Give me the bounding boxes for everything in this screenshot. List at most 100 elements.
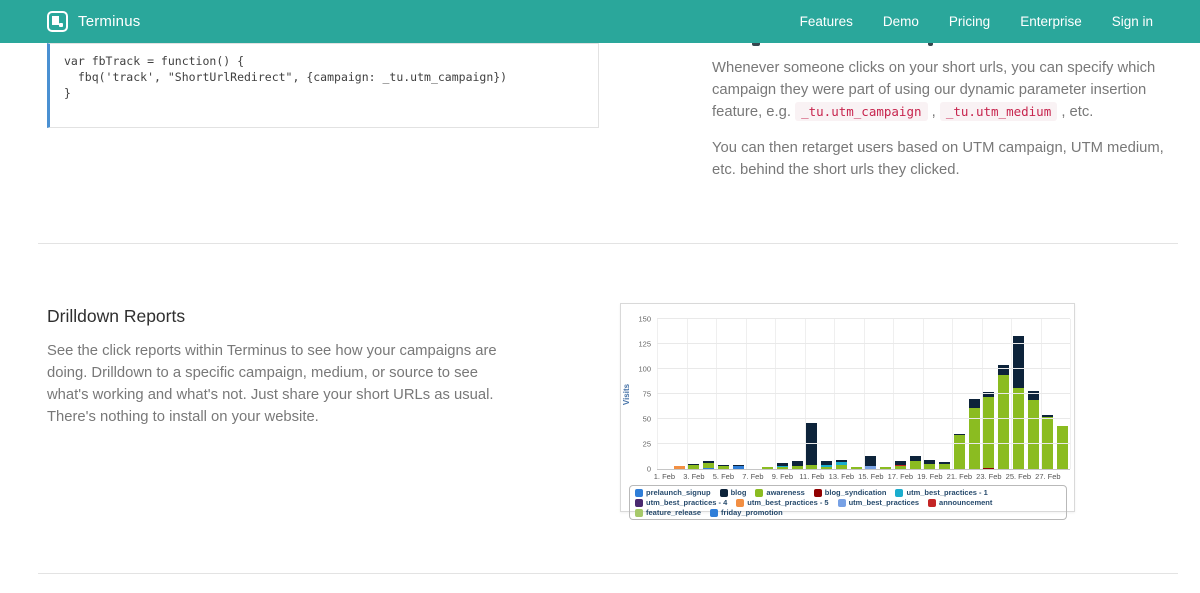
- gridline: [804, 319, 806, 469]
- retargeting-paragraph-1: Whenever someone clicks on your short ur…: [712, 57, 1174, 123]
- legend-label: utm_best_practices: [848, 498, 920, 507]
- stacked-bar: [880, 467, 892, 469]
- bar-slot: [878, 319, 893, 469]
- bar-slot: [805, 319, 820, 469]
- nav-link-features[interactable]: Features: [799, 14, 853, 29]
- stacked-bar: [673, 466, 685, 469]
- stacked-bar: [894, 461, 906, 469]
- nav-link-pricing[interactable]: Pricing: [948, 14, 991, 29]
- gridline: [834, 319, 835, 469]
- y-tick-label: 150: [638, 314, 651, 324]
- bar-segment-awareness: [939, 464, 951, 469]
- stacked-bar: [762, 467, 774, 469]
- legend-item: utm_best_practices - 1: [895, 488, 988, 497]
- bar-slot: [996, 319, 1011, 469]
- legend-label: prelaunch_signup: [646, 488, 711, 497]
- bar-segment-blog: [894, 461, 906, 465]
- legend-item: blog_syndication: [813, 488, 886, 497]
- gridline: [657, 418, 1070, 419]
- drilldown-reports-body: See the click reports within Terminus to…: [47, 343, 497, 425]
- gridline: [657, 319, 658, 469]
- main-nav: Features Demo Pricing Enterprise Sign in: [800, 14, 1153, 29]
- stacked-bar: [909, 456, 921, 469]
- gridline: [1011, 319, 1012, 469]
- legend-item: blog: [719, 488, 746, 497]
- legend-item: prelaunch_signup: [635, 488, 711, 497]
- nav-link-signin[interactable]: Sign in: [1111, 14, 1153, 29]
- gridline: [745, 319, 747, 469]
- stacked-bar: [865, 456, 877, 469]
- x-tick-label: 7. Feb: [742, 472, 764, 481]
- bar-slot: [1011, 319, 1026, 469]
- legend-label: utm_best_practices - 1: [906, 488, 988, 497]
- chart-bars: [657, 319, 1070, 469]
- bar-segment-blog: [968, 399, 980, 408]
- legend-label: feature_release: [646, 508, 702, 517]
- bar-slot: [908, 319, 923, 469]
- stacked-bar: [1012, 336, 1024, 469]
- legend-swatch: [755, 488, 764, 497]
- bar-segment-awareness: [850, 467, 862, 469]
- legend-label: utm_best_practices - 5: [747, 498, 829, 507]
- bar-slot: [701, 319, 716, 469]
- bar-slot: [967, 319, 982, 469]
- gridline: [686, 319, 688, 469]
- gridline: [1040, 319, 1042, 469]
- bar-segment-awareness: [924, 464, 936, 469]
- bar-slot: [775, 319, 790, 469]
- stacked-bar: [968, 399, 980, 469]
- gridline: [952, 319, 953, 469]
- legend-swatch: [635, 498, 643, 507]
- bar-segment-blog: [776, 463, 788, 466]
- legend-swatch: [895, 488, 904, 497]
- x-tick-label: 25. Feb: [1005, 472, 1032, 481]
- y-tick-label: 0: [646, 464, 651, 474]
- bar-segment-blog: [1042, 415, 1054, 417]
- section-divider: [38, 243, 1178, 244]
- bar-segment-blog: [939, 462, 951, 464]
- gridline: [863, 319, 865, 469]
- bar-slot: [982, 319, 997, 469]
- stacked-bar: [983, 392, 995, 469]
- bar-slot: [923, 319, 938, 469]
- stacked-bar: [998, 365, 1010, 469]
- stacked-bar: [835, 460, 847, 469]
- x-tick-label: 1. Feb: [653, 472, 676, 481]
- bar-slot: [716, 319, 731, 469]
- top-navbar: Terminus Features Demo Pricing Enterpris…: [0, 0, 1200, 43]
- x-tick-label: 19. Feb: [917, 472, 943, 481]
- nav-link-enterprise[interactable]: Enterprise: [1020, 14, 1082, 29]
- brand-logo-link[interactable]: Terminus: [47, 11, 140, 32]
- bar-segment-blog: [835, 460, 847, 462]
- bar-slot: [1041, 319, 1056, 469]
- nav-link-demo[interactable]: Demo: [882, 14, 919, 29]
- x-tick-label: 5. Feb: [712, 472, 735, 481]
- bar-slot: [1055, 319, 1070, 469]
- bar-slot: [819, 319, 834, 469]
- stacked-bar: [1042, 415, 1054, 469]
- legend-swatch: [837, 498, 846, 507]
- legend-item: friday_promotion: [710, 508, 783, 517]
- bar-slot: [952, 319, 967, 469]
- gridline: [657, 443, 1070, 444]
- stacked-bar: [703, 461, 715, 469]
- gridline: [981, 319, 983, 469]
- bar-segment-blog: [953, 434, 965, 435]
- bar-slot: [657, 319, 672, 469]
- legend-item: utm_best_practices - 5: [736, 498, 829, 507]
- bar-segment-blog: [732, 465, 744, 466]
- legend-swatch: [813, 488, 822, 497]
- bar-slot: [746, 319, 761, 469]
- code-snippet: var fbTrack = function() { fbq('track', …: [64, 54, 508, 100]
- gridline: [657, 318, 1070, 319]
- inline-code-utm-medium: _tu.utm_medium: [939, 102, 1058, 121]
- bar-segment-awareness: [1012, 388, 1024, 469]
- bar-segment-friday_promotion: [732, 466, 744, 469]
- drilldown-reports-title: Drilldown Reports: [47, 306, 186, 326]
- bar-segment-blog: [821, 461, 833, 465]
- legend-label: awareness: [766, 488, 805, 497]
- legend-item: utm_best_practices: [837, 498, 920, 507]
- bar-segment-utm_best_practices - 5: [673, 466, 685, 469]
- stacked-bar: [850, 467, 862, 469]
